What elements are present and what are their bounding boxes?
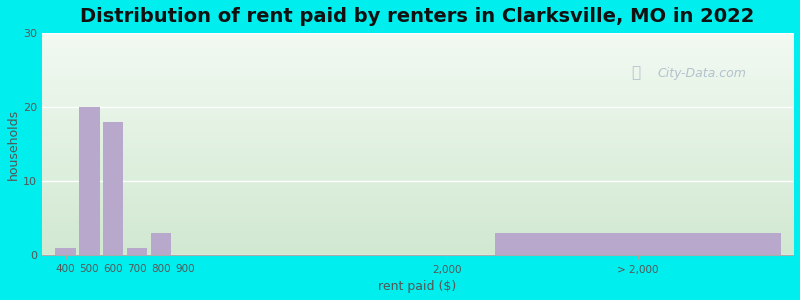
Y-axis label: households: households: [7, 109, 20, 180]
X-axis label: rent paid ($): rent paid ($): [378, 280, 457, 293]
Bar: [103, 122, 123, 256]
Bar: [151, 233, 171, 256]
Text: ⓘ: ⓘ: [631, 66, 641, 81]
Bar: [79, 107, 99, 256]
Title: Distribution of rent paid by renters in Clarksville, MO in 2022: Distribution of rent paid by renters in …: [80, 7, 754, 26]
Text: City-Data.com: City-Data.com: [658, 67, 746, 80]
Bar: [127, 248, 147, 256]
Bar: [495, 233, 781, 256]
Bar: [55, 248, 76, 256]
